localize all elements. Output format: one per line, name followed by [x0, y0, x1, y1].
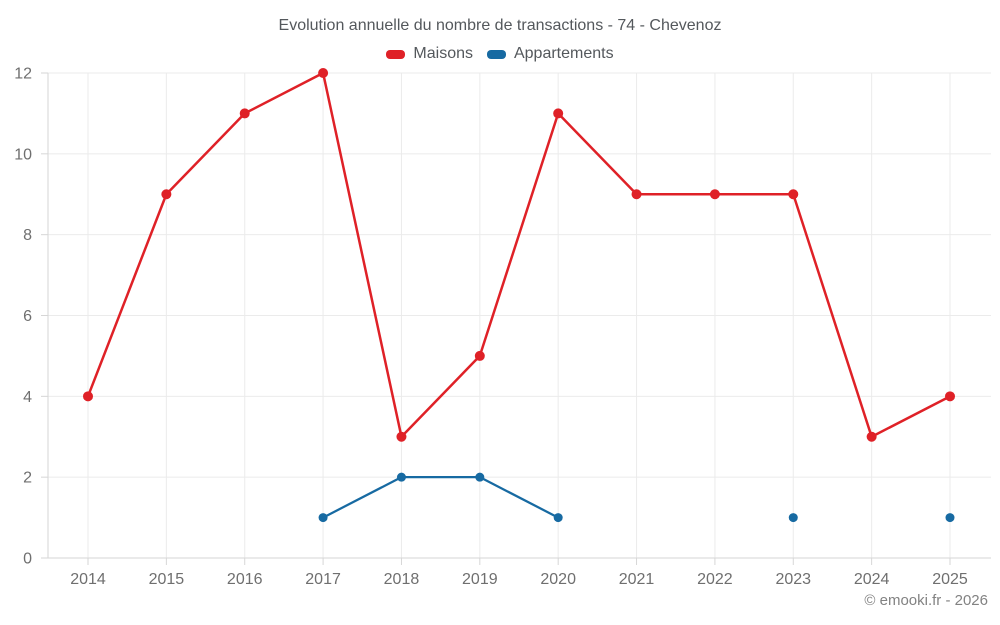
x-axis-label: 2022 — [697, 571, 733, 588]
x-axis-label: 2015 — [149, 571, 185, 588]
maisons-data-point[interactable] — [318, 68, 329, 78]
maisons-data-point[interactable] — [866, 431, 877, 442]
maisons-data-point[interactable] — [396, 431, 407, 442]
legend: Maisons Appartements — [0, 45, 1000, 63]
chart-title: Evolution annuelle du nombre de transact… — [278, 17, 722, 34]
appartements-data-point[interactable] — [788, 513, 798, 523]
maisons-data-point[interactable] — [83, 391, 93, 402]
appartements-data-point[interactable] — [945, 513, 955, 523]
maisons-data-point[interactable] — [709, 189, 720, 200]
x-axis-label: 2018 — [384, 571, 420, 588]
appartements-legend-swatch-icon — [486, 49, 506, 59]
maisons-data-point[interactable] — [161, 189, 172, 200]
x-axis-label: 2014 — [70, 571, 106, 588]
x-axis-label: 2019 — [462, 571, 498, 588]
y-axis-label: 8 — [23, 227, 32, 244]
maisons-data-point[interactable] — [631, 189, 642, 200]
appartements-line — [321, 476, 560, 519]
y-axis-label: 6 — [23, 308, 32, 325]
appartements-data-point[interactable] — [475, 472, 485, 482]
x-axis-label: 2021 — [619, 571, 655, 588]
appartements-data-point[interactable] — [396, 472, 406, 482]
legend-label-maisons: Maisons — [413, 45, 473, 62]
x-axis-label: 2020 — [540, 571, 576, 588]
watermark: © emooki.fr - 2026 — [864, 592, 988, 609]
maisons-line — [86, 71, 952, 438]
legend-label-appartements: Appartements — [513, 45, 614, 62]
maisons-data-point[interactable] — [553, 108, 564, 119]
maisons-data-point[interactable] — [945, 391, 955, 402]
x-axis-label: 2023 — [775, 571, 811, 588]
appartements-data-point[interactable] — [553, 513, 563, 523]
maisons-data-point[interactable] — [474, 350, 485, 361]
y-axis-label: 12 — [14, 66, 32, 83]
legend-item-maisons[interactable]: Maisons — [386, 45, 473, 63]
maisons-legend-swatch-icon — [386, 49, 406, 59]
x-axis-label: 2025 — [932, 571, 968, 588]
y-axis-label: 2 — [23, 470, 32, 487]
y-axis-label: 0 — [23, 551, 32, 568]
x-axis-label: 2016 — [227, 571, 263, 588]
appartements-data-point[interactable] — [318, 513, 328, 523]
x-axis-label: 2017 — [305, 571, 341, 588]
maisons-data-point[interactable] — [788, 189, 799, 200]
maisons-data-point[interactable] — [239, 108, 250, 119]
y-axis-label: 4 — [23, 389, 32, 406]
legend-item-appartements[interactable]: Appartements — [486, 45, 614, 63]
x-axis-label: 2024 — [854, 571, 890, 588]
y-axis-label: 10 — [14, 146, 32, 163]
